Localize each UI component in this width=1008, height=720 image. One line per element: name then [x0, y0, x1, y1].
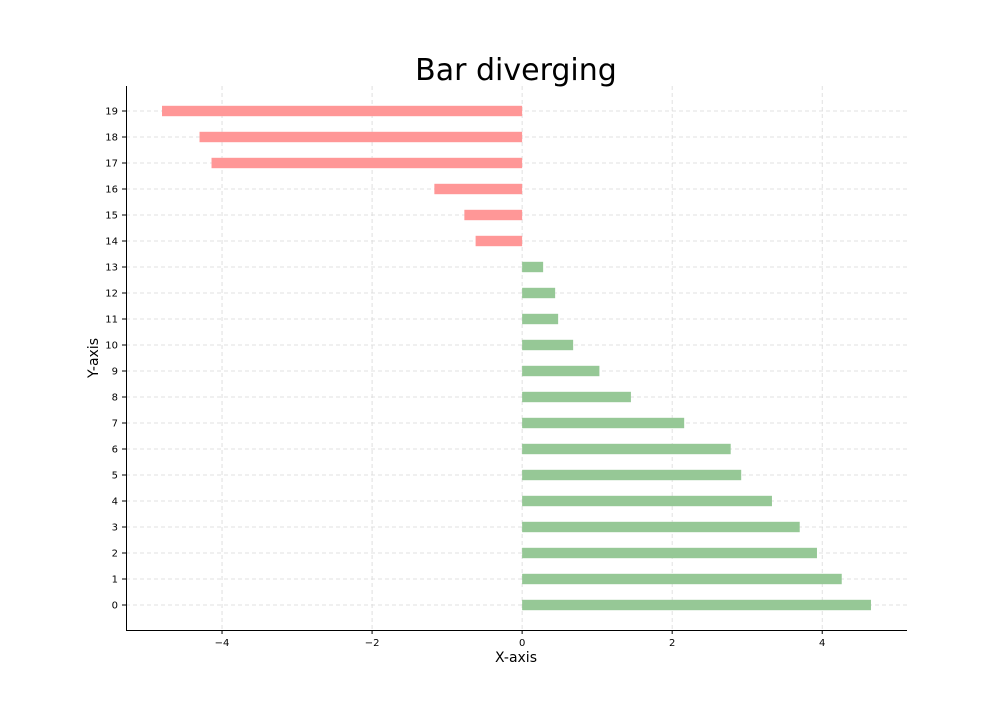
positive-bar [522, 391, 631, 403]
x-tick-label: 2 [669, 638, 675, 649]
y-tick-label: 7 [112, 419, 118, 430]
y-tick-label: 8 [112, 393, 118, 404]
negative-bar [199, 131, 523, 143]
y-axis-label: Y-axis [86, 338, 102, 379]
negative-bar [211, 157, 523, 169]
y-tick-label: 10 [105, 341, 118, 352]
positive-bar [522, 599, 871, 611]
positive-bar [522, 443, 731, 455]
y-tick-label: 9 [112, 367, 118, 378]
negative-bar [475, 235, 523, 247]
y-tick-label: 1 [112, 575, 118, 586]
positive-bar [522, 365, 600, 377]
y-tick-label: 3 [112, 523, 118, 534]
chart-title: Bar diverging [415, 53, 617, 88]
y-tick-label: 19 [105, 107, 118, 118]
positive-bar [522, 547, 817, 559]
x-tick-label: −2 [365, 638, 380, 649]
y-tick-label: 15 [105, 211, 118, 222]
positive-bar [522, 573, 842, 585]
positive-bar [522, 469, 742, 481]
positive-bar [522, 339, 574, 351]
positive-bar [522, 287, 556, 299]
positive-bar [522, 495, 772, 507]
y-tick-label: 5 [112, 471, 118, 482]
negative-bar [162, 105, 523, 117]
y-tick-label: 13 [105, 263, 118, 274]
y-tick-label: 2 [112, 549, 118, 560]
y-tick-label: 11 [105, 315, 118, 326]
x-tick-label: 4 [819, 638, 825, 649]
positive-bar [522, 417, 685, 429]
y-tick-label: 17 [105, 159, 118, 170]
negative-bar [464, 209, 523, 221]
y-tick-label: 0 [112, 601, 118, 612]
y-tick-label: 6 [112, 445, 118, 456]
y-tick-label: 4 [112, 497, 118, 508]
positive-bar [522, 313, 559, 325]
y-tick-label: 18 [105, 133, 118, 144]
positive-bar [522, 261, 544, 273]
x-tick-label: −4 [215, 638, 230, 649]
positive-bar [522, 521, 800, 533]
y-tick-label: 14 [105, 237, 118, 248]
negative-bar [434, 183, 523, 195]
y-tick-label: 16 [105, 185, 118, 196]
x-axis-label: X-axis [495, 650, 537, 666]
y-tick-label: 12 [105, 289, 118, 300]
bars [162, 105, 871, 611]
x-tick-label: 0 [519, 638, 525, 649]
